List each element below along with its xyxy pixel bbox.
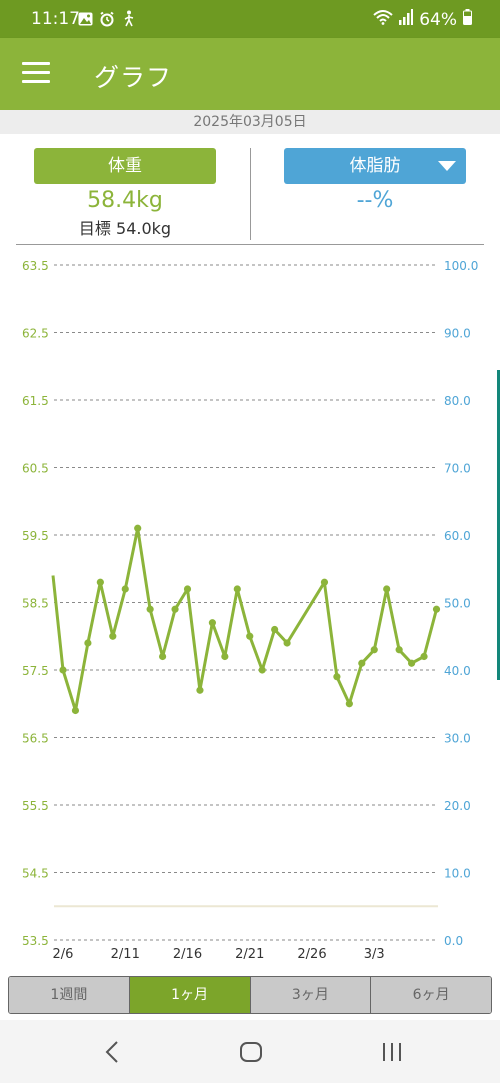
data-point[interactable] [395,646,403,654]
data-point[interactable] [333,673,341,681]
tab-3-months[interactable]: 3ヶ月 [250,977,372,1013]
body-fat-value: --% [356,188,394,213]
left-axis-tick-label: 63.5 [22,259,49,273]
right-axis-tick-label: 20.0 [444,799,471,813]
data-point[interactable] [358,659,366,667]
left-axis-tick-label: 53.5 [22,934,49,948]
left-axis-tick-label: 60.5 [22,462,49,476]
left-axis-tick-label: 54.5 [22,867,49,881]
data-point[interactable] [71,706,80,715]
status-time: 11:17 [31,9,80,29]
dropdown-caret-icon [438,161,456,171]
data-point[interactable] [84,639,92,647]
data-point[interactable] [283,639,291,647]
left-axis-tick-label: 55.5 [22,799,49,813]
data-point[interactable] [146,605,154,613]
x-axis-tick-label: 2/11 [111,947,140,962]
tab-1-month[interactable]: 1ヶ月 [129,977,251,1013]
right-axis-tick-label: 40.0 [444,664,471,678]
data-point[interactable] [408,659,416,667]
app-bar: グラフ [0,38,500,110]
alarm-icon [99,10,115,28]
data-point[interactable] [383,585,391,593]
weight-card: 体重 58.4kg 目標 54.0kg [34,148,216,239]
data-point[interactable] [171,605,179,613]
data-point[interactable] [345,700,353,708]
card-divider [250,148,251,240]
scroll-indicator[interactable] [497,370,500,680]
data-point[interactable] [233,585,241,593]
recents-icon[interactable] [372,1034,412,1070]
left-axis-tick-label: 59.5 [22,529,49,543]
tab-1-week[interactable]: 1週間 [9,977,130,1013]
data-point[interactable] [196,686,204,694]
weight-button[interactable]: 体重 [34,148,216,184]
walk-icon [121,10,137,28]
status-icons-right: 64% [373,9,472,30]
data-point[interactable] [432,605,441,613]
x-axis-tick-label: 3/3 [364,947,385,962]
page-title: グラフ [94,63,173,92]
right-axis-tick-label: 30.0 [444,732,471,746]
weight-series-line [51,526,438,712]
back-icon[interactable] [92,1034,132,1070]
body-fat-label: 体脂肪 [349,156,401,176]
weight-goal: 目標 54.0kg [78,219,172,238]
weight-value: 58.4kg [87,188,163,213]
data-point[interactable] [420,652,428,661]
right-axis-tick-label: 100.0 [444,259,478,273]
body-fat-card: 体脂肪 --% [284,148,466,213]
gallery-icon [77,10,93,28]
system-nav-bar [0,1020,500,1083]
left-axis-tick-label: 58.5 [22,597,49,611]
signal-icon [399,9,414,30]
wifi-icon [373,9,393,30]
header-divider [16,244,484,245]
date-label: 2025年03月05日 [0,110,500,134]
data-point[interactable] [183,585,192,593]
period-tabs: 1週間 1ヶ月 3ヶ月 6ヶ月 [8,976,492,1014]
home-icon[interactable] [231,1034,271,1070]
x-axis-tick-label: 2/6 [53,947,74,962]
right-axis-tick-label: 90.0 [444,327,471,341]
x-axis-tick-label: 2/21 [235,947,264,962]
weight-chart: 63.5 100.0 62.5 90.0 61.5 80.0 60.5 70.0 59.5 60.… [22,259,478,962]
data-point[interactable] [96,578,104,586]
tab-6-months[interactable]: 6ヶ月 [371,977,491,1013]
right-axis-tick-label: 60.0 [444,529,471,543]
battery-text: 64% [419,9,457,30]
data-point[interactable] [271,625,279,634]
data-point[interactable] [59,666,67,674]
data-point[interactable] [221,652,229,661]
left-axis-tick-label: 61.5 [22,394,49,408]
data-point[interactable] [320,578,329,586]
data-point[interactable] [258,666,266,674]
right-axis-tick-label: 70.0 [444,462,471,476]
right-axis-tick-label: 10.0 [444,867,471,881]
body-fat-dropdown[interactable]: 体脂肪 [284,148,466,184]
left-axis-tick-label: 57.5 [22,664,49,678]
left-axis-tick-label: 56.5 [22,732,49,746]
data-point[interactable] [159,652,167,661]
left-axis-tick-label: 62.5 [22,327,49,341]
hamburger-menu-icon[interactable] [22,62,50,86]
data-point[interactable] [109,632,117,640]
status-icons-left [77,10,137,28]
battery-icon [463,9,472,30]
x-axis-tick-label: 2/26 [297,947,326,962]
right-axis-tick-label: 0.0 [444,934,463,948]
data-point[interactable] [370,646,378,654]
status-bar: 11:17 64% [0,0,500,38]
data-point[interactable] [121,585,129,593]
right-axis-tick-label: 80.0 [444,394,471,408]
data-point[interactable] [208,619,216,627]
right-axis-tick-label: 50.0 [444,597,471,611]
x-axis-tick-label: 2/16 [173,947,202,962]
data-point[interactable] [246,632,254,640]
data-point[interactable] [134,524,142,532]
